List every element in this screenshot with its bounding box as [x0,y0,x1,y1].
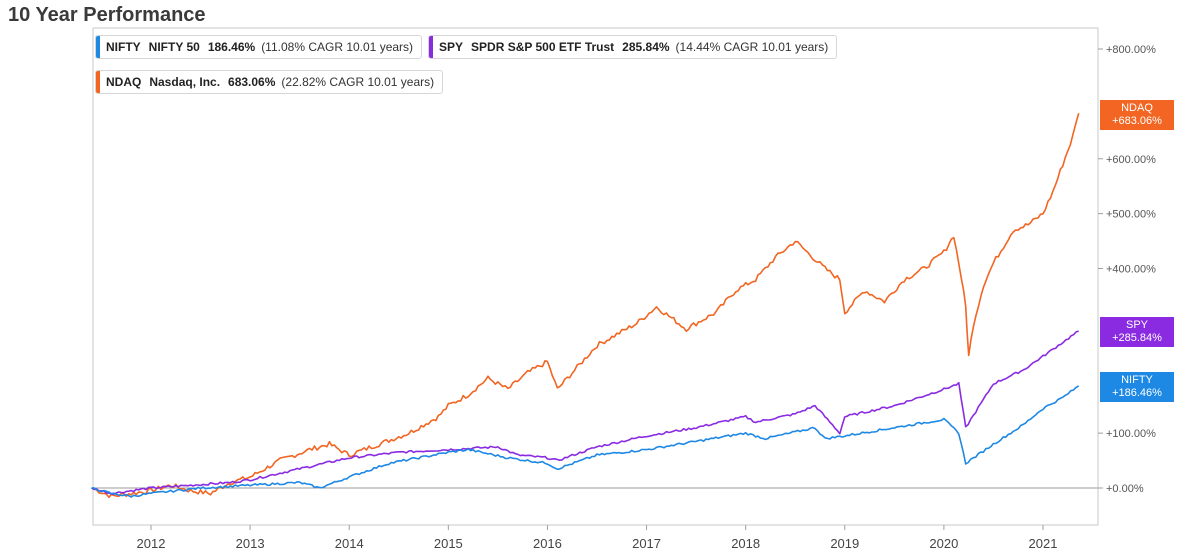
x-tick-label: 2018 [731,536,760,551]
series-line-ndaq[interactable] [91,112,1080,499]
legend-symbol: NIFTY [106,40,141,54]
legend-swatch-nifty [96,36,100,58]
x-tick-label: 2012 [137,536,166,551]
legend-symbol: NDAQ [106,75,142,89]
x-tick-label: 2020 [929,536,958,551]
badge-symbol: SPY [1125,319,1148,331]
x-tick-label: 2014 [335,536,364,551]
value-badge-spy: SPY +285.84% [1100,317,1174,347]
x-tick-label: 2013 [236,536,265,551]
x-tick-label: 2015 [434,536,463,551]
legend-name: NIFTY 50 [148,40,200,54]
legend-name: SPDR S&P 500 ETF Trust [471,40,615,54]
legend-cagr: (14.44% CAGR 10.01 years) [675,40,829,54]
legend-return: 683.06% [228,75,276,89]
badge-symbol: NDAQ [1121,102,1153,114]
y-tick-label: +500.00% [1106,209,1156,221]
legend-swatch-spy [429,36,433,58]
y-tick-label: +100.00% [1106,428,1156,440]
legend-swatch-ndaq [96,71,100,93]
legend-return: 186.46% [207,40,256,54]
x-tick-label: 2016 [533,536,562,551]
y-tick-label: +800.00% [1106,44,1156,56]
legend-name: Nasdaq, Inc. [149,75,221,89]
legend-cagr: (22.82% CAGR 10.01 years) [281,75,435,89]
series-line-spy[interactable] [91,330,1079,496]
x-tick-label: 2019 [830,536,859,551]
legend-return: 285.84% [622,40,670,54]
y-tick-label: +0.00% [1106,483,1144,495]
legend-ndaq[interactable]: NDAQ Nasdaq, Inc. 683.06% (22.82% CAGR 1… [95,70,444,94]
legend-symbol: SPY [439,40,464,54]
legend-cagr: (11.08% CAGR 10.01 years) [261,40,414,54]
badge-symbol: NIFTY [1121,374,1153,386]
value-badge-ndaq: NDAQ +683.06% [1100,100,1174,130]
x-tick-label: 2017 [632,536,661,551]
legend-nifty[interactable]: NIFTY NIFTY 50 186.46% (11.08% CAGR 10.0… [95,35,423,59]
value-badge-nifty: NIFTY +186.46% [1100,372,1174,402]
page-title: 10 Year Performance [8,4,206,26]
y-tick-label: +400.00% [1106,264,1156,276]
plot-area [92,27,1099,526]
series-line-nifty[interactable] [91,385,1080,498]
badge-value: +285.84% [1112,332,1162,344]
y-tick-label: +600.00% [1106,154,1156,166]
badge-value: +186.46% [1112,387,1162,399]
badge-value: +683.06% [1112,115,1162,127]
x-tick-label: 2021 [1029,536,1058,551]
legend-spy[interactable]: SPY SPDR S&P 500 ETF Trust 285.84% (14.4… [428,35,838,59]
